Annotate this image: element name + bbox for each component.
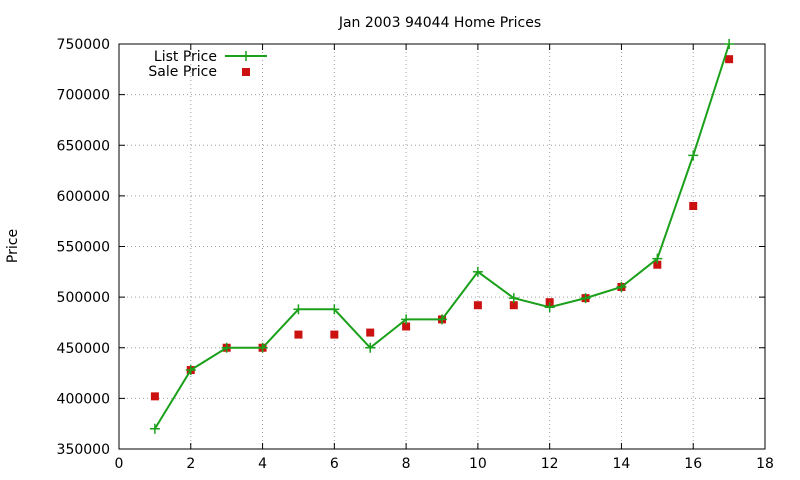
y-tick-label: 600000 bbox=[57, 189, 110, 205]
x-tick-label: 2 bbox=[186, 456, 195, 472]
legend: List Price Sale Price bbox=[148, 49, 267, 80]
list-price-point bbox=[257, 342, 268, 353]
legend-marker-list-price bbox=[241, 51, 251, 61]
sale-price-point bbox=[509, 301, 518, 310]
x-tick-labels: 0 2 4 6 8 10 12 14 16 18 bbox=[115, 456, 774, 472]
list-price-point bbox=[688, 150, 699, 161]
axis-ticks bbox=[118, 43, 766, 450]
x-tick-label: 8 bbox=[402, 456, 411, 472]
x-tick-label: 4 bbox=[258, 456, 267, 472]
y-tick-label: 400000 bbox=[57, 391, 110, 407]
y-tick-label: 550000 bbox=[57, 240, 110, 256]
sale-price-point bbox=[689, 202, 698, 210]
x-tick-label: 14 bbox=[613, 456, 631, 472]
list-price-point bbox=[437, 314, 447, 325]
sale-price-point bbox=[330, 330, 339, 339]
y-tick-label: 450000 bbox=[57, 341, 110, 357]
list-price-point bbox=[544, 302, 555, 313]
sale-price-point bbox=[150, 392, 159, 401]
legend-marker-sale-price bbox=[242, 68, 250, 76]
sale-price-point bbox=[545, 298, 554, 307]
x-tick-label: 12 bbox=[541, 456, 559, 472]
list-price-point bbox=[221, 342, 232, 353]
x-tick-label: 16 bbox=[684, 456, 702, 472]
sale-price-point bbox=[653, 260, 662, 269]
grid-lines bbox=[119, 44, 765, 449]
list-price-point bbox=[724, 39, 735, 49]
x-tick-label: 6 bbox=[330, 456, 339, 472]
sale-price-point bbox=[294, 330, 303, 339]
sale-price-point bbox=[473, 301, 482, 310]
list-price-line bbox=[154, 43, 731, 430]
y-tick-label: 350000 bbox=[57, 442, 110, 458]
list-price-point bbox=[365, 342, 376, 353]
x-tick-label: 10 bbox=[469, 456, 487, 472]
list-price-point bbox=[185, 365, 196, 376]
legend-label-list-price: List Price bbox=[154, 49, 217, 65]
y-axis-label: Price bbox=[5, 229, 21, 263]
list-price-point bbox=[472, 266, 483, 277]
x-tick-label: 0 bbox=[115, 456, 124, 472]
list-price-point bbox=[149, 423, 160, 434]
data-series bbox=[149, 39, 735, 434]
list-price-point bbox=[580, 293, 591, 304]
y-tick-label: 500000 bbox=[57, 290, 110, 306]
list-price-point bbox=[508, 293, 519, 304]
sale-price-point bbox=[725, 55, 734, 64]
legend-label-sale-price: Sale Price bbox=[148, 64, 217, 80]
list-price-point bbox=[652, 253, 663, 264]
sale-price-point bbox=[402, 322, 411, 331]
list-price-point bbox=[401, 314, 412, 325]
y-tick-label: 750000 bbox=[57, 37, 110, 53]
y-tick-labels: 350000 400000 450000 500000 550000 600000 6500… bbox=[57, 37, 110, 458]
y-tick-label: 700000 bbox=[57, 88, 110, 104]
x-tick-label: 18 bbox=[756, 456, 774, 472]
list-price-point bbox=[293, 304, 304, 315]
chart-title: Jan 2003 94044 Home Prices bbox=[338, 15, 541, 31]
list-price-point bbox=[329, 304, 340, 315]
y-tick-label: 650000 bbox=[57, 138, 110, 154]
list-price-point bbox=[616, 282, 627, 292]
sale-price-point bbox=[366, 328, 375, 337]
